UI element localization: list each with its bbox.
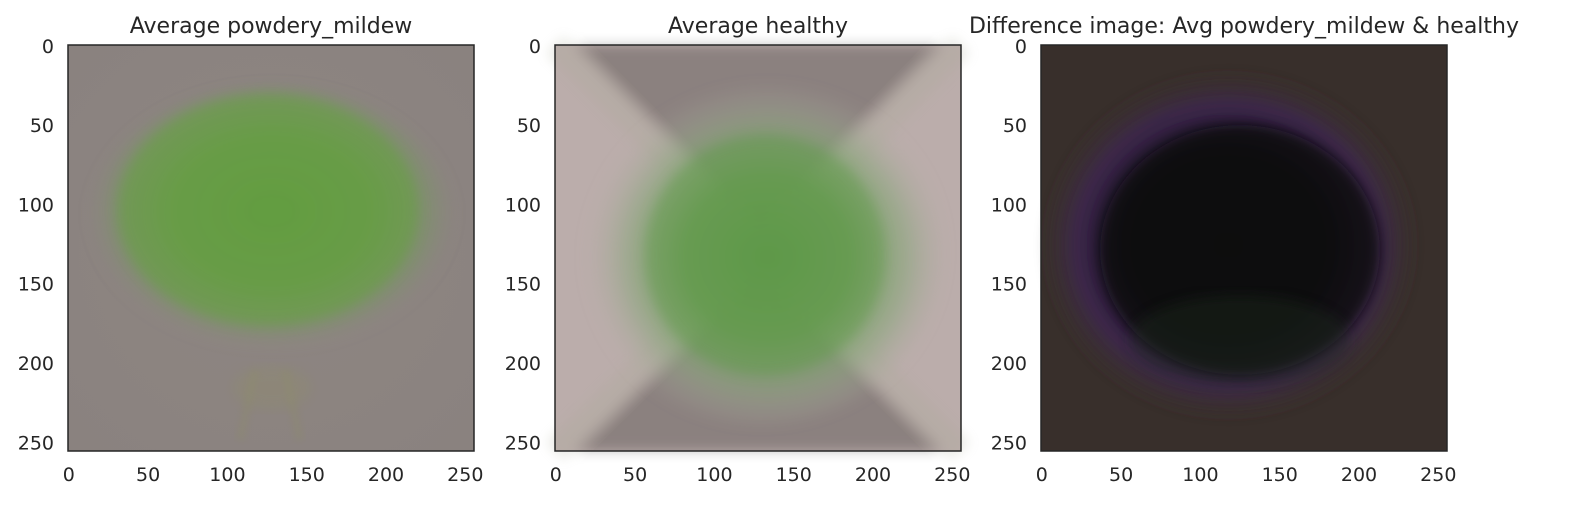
- panel1-ytick-label: 150: [18, 274, 54, 296]
- panel1-xtick-label: 0: [63, 464, 75, 486]
- panel2-ytick-label: 50: [517, 115, 541, 137]
- panel2-xtick-label: 250: [934, 464, 970, 486]
- panel1-xtick-label: 200: [368, 464, 404, 486]
- panel3-ytick-label: 50: [1003, 115, 1027, 137]
- panel1-xtick-label: 150: [289, 464, 325, 486]
- panel3-xtick-label: 50: [1109, 464, 1133, 486]
- panel3-xtick-label: 100: [1182, 464, 1218, 486]
- panel3-ytick-label: 100: [991, 194, 1027, 216]
- panel3-xtick-label: 200: [1341, 464, 1377, 486]
- panel1-title: Average powdery_mildew: [130, 14, 412, 39]
- panel2-frame: [554, 44, 962, 452]
- panel2-xtick-label: 200: [855, 464, 891, 486]
- panel1-ytick-label: 50: [30, 115, 54, 137]
- panel1-ytick-label: 100: [18, 194, 54, 216]
- panel2-xtick-label: 0: [550, 464, 562, 486]
- panel2-ytick-label: 0: [529, 36, 541, 58]
- panel3-ytick-label: 0: [1015, 36, 1027, 58]
- panel3-title: Difference image: Avg powdery_mildew & h…: [969, 14, 1519, 39]
- tick-labels: 0 50 100 150 200 250 0 50 100 150 200 250 0 50 100 150 2…: [18, 36, 1457, 486]
- panel1-ytick-label: 250: [18, 432, 54, 454]
- panel2-ytick-label: 100: [505, 194, 541, 216]
- panel2-xtick-label: 150: [776, 464, 812, 486]
- panel2-xtick-label: 100: [696, 464, 732, 486]
- panel2-ytick-label: 250: [505, 432, 541, 454]
- panel3-xtick-label: 250: [1420, 464, 1456, 486]
- panel3-ytick-label: 200: [991, 353, 1027, 375]
- panel1-xtick-label: 250: [447, 464, 483, 486]
- panel1-image: [68, 45, 474, 451]
- panel1-xtick-label: 50: [136, 464, 160, 486]
- panel2-ytick-label: 200: [505, 353, 541, 375]
- panel3-frame: [1040, 44, 1448, 452]
- panel1-ytick-label: 200: [18, 353, 54, 375]
- panel1-xtick-label: 100: [209, 464, 245, 486]
- panel2-image: [546, 36, 970, 460]
- panel3-ytick-label: 250: [991, 432, 1027, 454]
- panel2-xtick-label: 50: [623, 464, 647, 486]
- panel2-ytick-label: 150: [505, 274, 541, 296]
- panel3-image: [1041, 45, 1447, 451]
- panel3-xtick-label: 0: [1036, 464, 1048, 486]
- panel3-ytick-label: 150: [991, 274, 1027, 296]
- panel1-ytick-label: 0: [42, 36, 54, 58]
- panel3-xtick-label: 150: [1262, 464, 1298, 486]
- panel1-frame: [67, 44, 475, 452]
- panel2-title: Average healthy: [668, 14, 848, 39]
